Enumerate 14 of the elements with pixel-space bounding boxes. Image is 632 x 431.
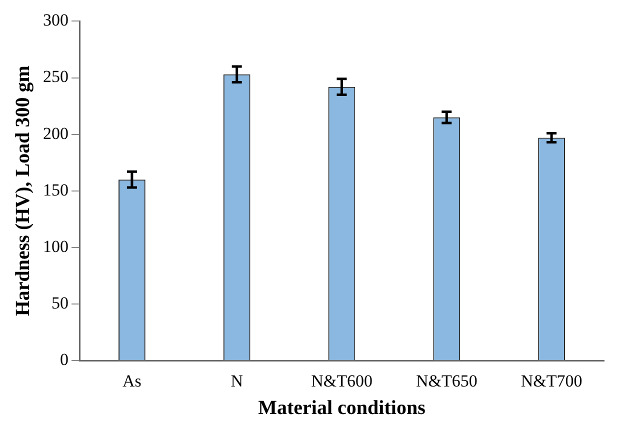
x-tick-label: N&T700: [520, 371, 582, 390]
y-tick-label: 0: [60, 350, 68, 370]
y-tick-label: 50: [52, 294, 68, 312]
y-tick-label: 150: [43, 180, 68, 200]
x-tick-label: N&T600: [311, 371, 372, 390]
y-tick-label: 300: [43, 10, 68, 30]
x-tick-label: N&T650: [416, 371, 478, 390]
y-axis-title: Hardness (HV), Load 300 gm: [12, 65, 34, 316]
y-tick-label: 250: [43, 67, 68, 86]
y-tick-label: 100: [43, 236, 68, 256]
x-tick-label: As: [122, 371, 142, 390]
x-tick-label: N: [230, 371, 243, 390]
y-tick-label: 200: [43, 124, 68, 143]
x-axis-title: Material conditions: [258, 397, 426, 420]
